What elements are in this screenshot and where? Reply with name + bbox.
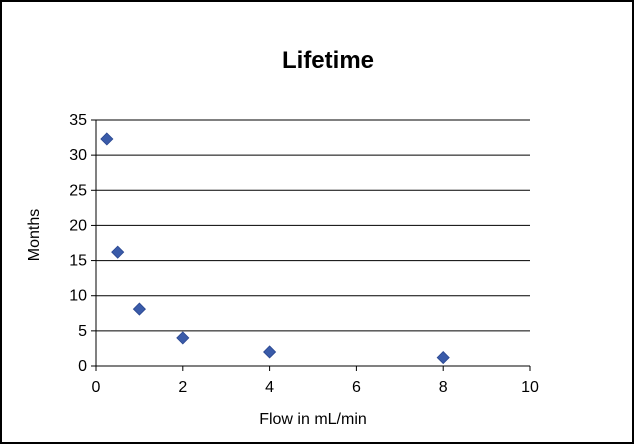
x-axis-label: Flow in mL/min (259, 411, 367, 428)
y-tick-labels: 0 5 10 15 20 25 30 35 (69, 112, 87, 375)
y-tick-label-5: 5 (78, 323, 87, 340)
data-points (100, 132, 450, 365)
x-tick-label-4: 4 (265, 379, 274, 396)
y-tick-label-25: 25 (69, 182, 87, 199)
y-tick-label-15: 15 (69, 253, 87, 270)
data-point-5 (263, 345, 277, 359)
x-tick-label-0: 0 (92, 379, 101, 396)
y-axis-label: Months (26, 209, 43, 261)
data-point-4 (176, 331, 190, 345)
x-tick-label-8: 8 (439, 379, 448, 396)
x-tick-label-6: 6 (352, 379, 361, 396)
axes (91, 119, 531, 371)
y-tick-label-20: 20 (69, 217, 87, 234)
chart-title: Lifetime (282, 47, 374, 74)
data-point-1 (100, 132, 114, 146)
x-tick-label-2: 2 (178, 379, 187, 396)
x-tick-label-10: 10 (521, 379, 539, 396)
y-tick-label-0: 0 (78, 358, 87, 375)
grid-lines (96, 119, 530, 332)
data-point-6 (436, 351, 450, 365)
x-tick-labels: 0 2 4 6 8 10 (92, 379, 539, 396)
data-point-3 (132, 302, 146, 316)
y-tick-label-10: 10 (69, 288, 87, 305)
data-point-2 (111, 245, 125, 259)
y-tick-label-35: 35 (69, 112, 87, 129)
y-tick-label-30: 30 (69, 147, 87, 164)
